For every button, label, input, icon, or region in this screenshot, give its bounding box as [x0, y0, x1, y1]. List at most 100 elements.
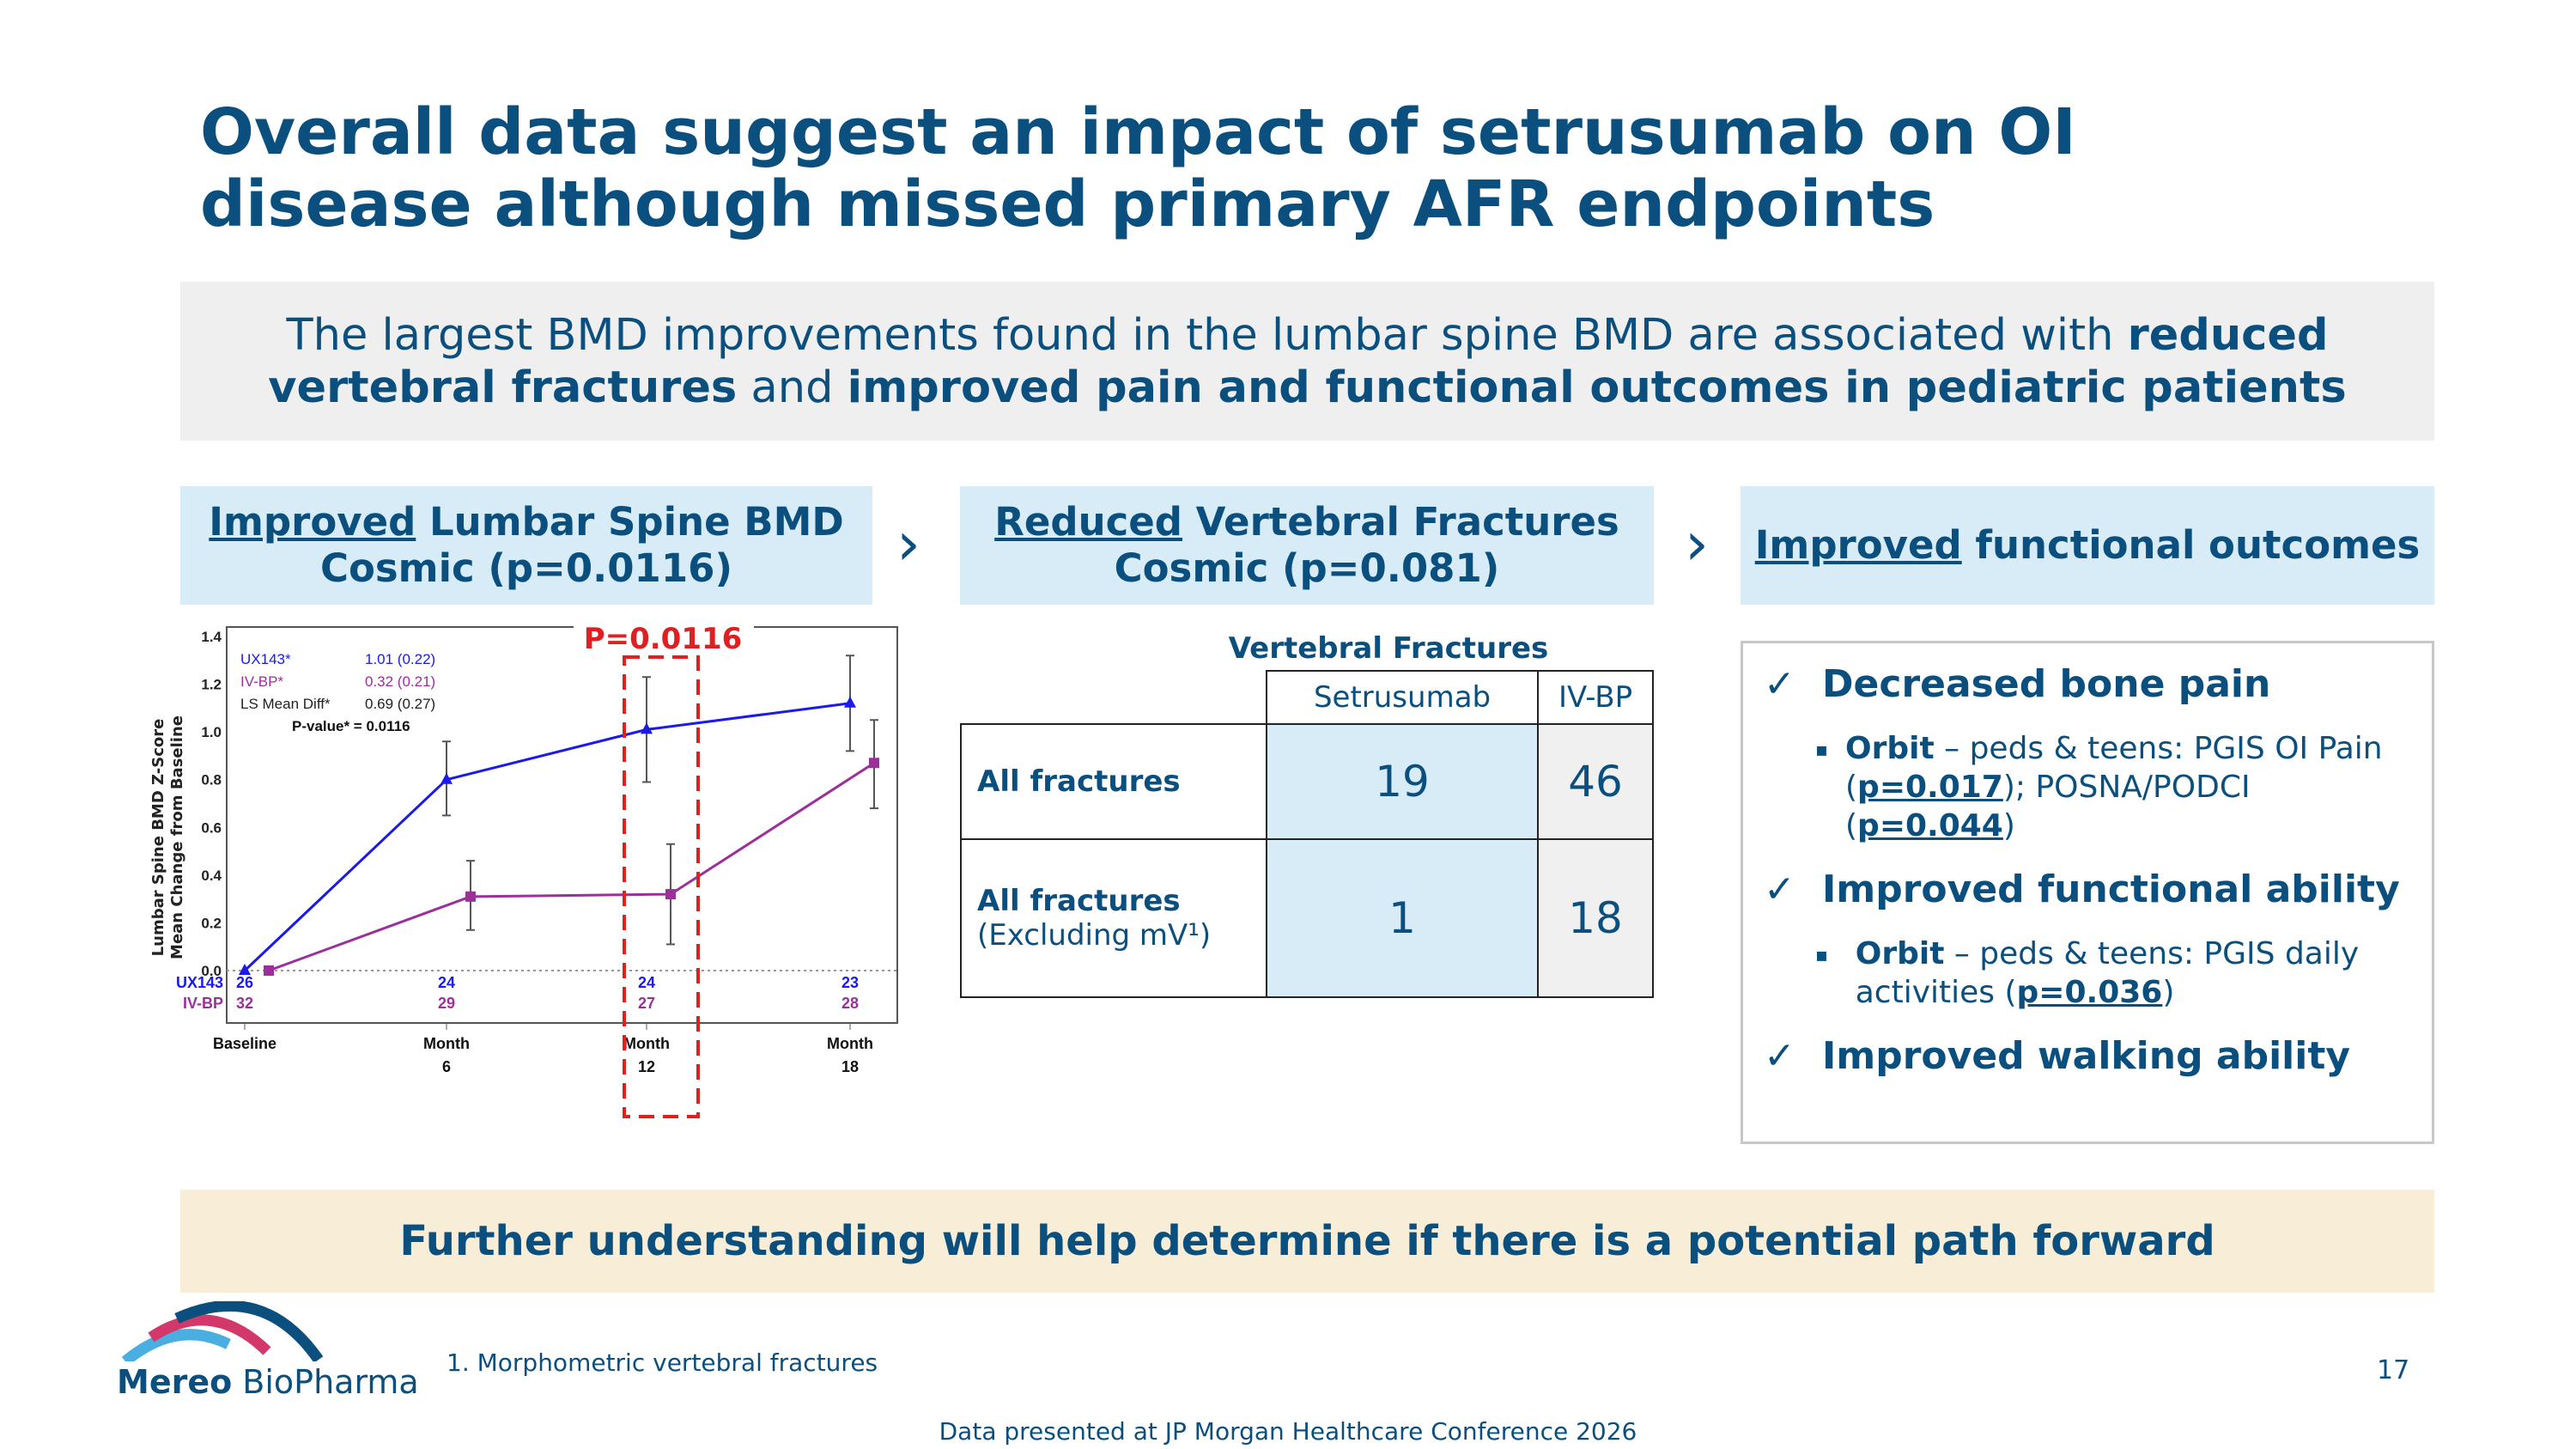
logo-arcs-icon [121, 1300, 324, 1367]
header-underlined: Improved [209, 499, 416, 545]
logo-rest: BioPharma [232, 1363, 419, 1401]
detail-text: – peds & teens: PGIS OI Pain ( [1845, 731, 2383, 805]
y-tick-label: 0.8 [201, 772, 222, 788]
n-row-label: UX143 [176, 974, 223, 991]
detail-bold: Orbit [1855, 936, 1945, 971]
detail-text: – peds & teens: PGIS daily activities ( [1855, 936, 2360, 1010]
data-point [440, 772, 453, 784]
slide-title: Overall data suggest an impact of setrus… [200, 96, 2076, 240]
fractures-table-title: Vertebral Fractures [1228, 631, 1549, 666]
row-label-text: All fractures [977, 884, 1181, 919]
outcome-item: ✓ Improved walking ability [1764, 1034, 2411, 1079]
summary-box: The largest BMD improvements found in th… [180, 282, 2434, 441]
table-row: All fractures 19 46 [960, 722, 1654, 841]
header-text: Vertebral Fractures [1182, 499, 1619, 545]
bullet-icon: ▪ [1815, 740, 1828, 761]
chevron-right-icon: › [896, 508, 920, 579]
data-point [239, 964, 251, 975]
cell-value: 1 [1265, 838, 1540, 998]
company-logo: Mereo BioPharma [117, 1300, 419, 1401]
outcome-text: Improved functional ability [1822, 868, 2400, 911]
summary-text-2: and [737, 362, 848, 413]
summary-bold-2: improved pain and functional outcomes in… [847, 362, 2347, 413]
legend-value: 0.69 (0.27) [365, 696, 435, 712]
table-corner [961, 671, 1267, 725]
bmd-line-chart: 0.0 0.2 0.4 0.6 0.8 1.0 1.2 1.4 Lumbar Spine BMD… [149, 623, 898, 1118]
data-point [465, 891, 476, 902]
highlight-label-bg [574, 623, 754, 652]
row-label-sub: (Excluding mV¹) [977, 918, 1212, 953]
title-line-1: Overall data suggest an impact of setrus… [200, 95, 2076, 169]
outcome-item: ✓ Decreased bone pain [1764, 662, 2411, 707]
fractures-table: Setrusumab IV-BP All fractures 19 46 All… [960, 670, 1654, 998]
outcomes-box: ✓ Decreased bone pain ▪ Orbit – peds & tee… [1741, 641, 2434, 1144]
header-underlined: Reduced [994, 499, 1183, 545]
x-tick-label: Month [423, 1035, 470, 1052]
x-tick-label: 18 [841, 1058, 859, 1075]
logo-bold: Mereo [117, 1363, 233, 1401]
x-tick-label: 12 [638, 1058, 655, 1075]
cell-value: 46 [1537, 722, 1654, 841]
n-count: 29 [438, 995, 455, 1012]
y-axis-label-line: Lumbar Spine BMD Z-Score [149, 719, 167, 957]
row-label: All fractures (Excluding mV¹) [960, 838, 1267, 998]
y-tick-label: 0.4 [201, 868, 222, 884]
highlight-box [623, 655, 700, 1118]
highlight-label: P=0.0116 [584, 623, 743, 656]
n-count: 28 [841, 995, 859, 1012]
outcome-detail: ▪ Orbit – peds & teens: PGIS daily activi… [1815, 935, 2411, 1012]
y-axis-label: Lumbar Spine BMD Z-ScoreMean Change from… [149, 715, 186, 959]
header-functional-outcomes: Improved functional outcomes [1741, 486, 2434, 605]
plot-frame [226, 626, 898, 1024]
outcome-item: ✓ Improved functional ability [1764, 868, 2411, 912]
n-row-label: IV-BP [183, 995, 223, 1012]
p-value: p=0.017 [1857, 770, 2003, 805]
legend-label: LS Mean Diff* [240, 696, 331, 712]
p-value: p=0.036 [2016, 975, 2163, 1010]
y-tick-label: 1.4 [201, 629, 222, 645]
page-number: 17 [2377, 1355, 2410, 1385]
n-count: 23 [841, 974, 859, 991]
row-label-text: All fractures [977, 764, 1181, 800]
table-row: All fractures (Excluding mV¹) 1 18 [960, 838, 1654, 998]
detail-text: ) [2002, 808, 2015, 843]
legend-value: 1.01 (0.22) [365, 651, 435, 667]
row-label: All fractures [960, 722, 1267, 841]
y-tick-label: 0.6 [201, 819, 222, 836]
header-line2: Cosmic (p=0.081) [1114, 545, 1500, 591]
header-lumbar-spine: Improved Lumbar Spine BMD Cosmic (p=0.011… [180, 486, 872, 605]
n-count: 24 [438, 974, 455, 991]
y-tick-label: 1.2 [201, 677, 222, 693]
column-header: Setrusumab [1265, 670, 1540, 725]
title-line-2: disease although missed primary AFR endp… [200, 167, 1935, 241]
check-icon: ✓ [1764, 662, 1795, 706]
table-header-row: Setrusumab IV-BP [961, 670, 1654, 725]
data-point [641, 722, 653, 734]
detail-bold: Orbit [1845, 731, 1935, 766]
y-tick-label: 0.0 [201, 963, 222, 979]
series-line-UX143 [243, 702, 851, 972]
check-icon: ✓ [1764, 868, 1795, 911]
legend-label: UX143* [240, 651, 291, 667]
bullet-icon: ▪ [1815, 945, 1828, 966]
summary-bold-1: reduced vertebral fractures [268, 309, 2329, 413]
header-text: functional outcomes [1961, 522, 2421, 568]
header-underlined: Improved [1754, 522, 1962, 568]
n-count: 24 [638, 974, 655, 991]
banner-text: Further understanding will help determin… [399, 1217, 2215, 1265]
x-tick-label: Baseline [213, 1035, 276, 1052]
header-vertebral-fractures: Reduced Vertebral Fractures Cosmic (p=0.0… [960, 486, 1654, 605]
y-tick-label: 1.0 [201, 724, 222, 740]
header-line2: Cosmic (p=0.0116) [319, 545, 733, 591]
data-point [869, 758, 879, 769]
summary-text-1: The largest BMD improvements found in th… [286, 309, 2128, 361]
outcome-detail: ▪ Orbit – peds & teens: PGIS OI Pain (p=0… [1815, 729, 2411, 845]
series-line-IV-BP [268, 762, 875, 972]
check-icon: ✓ [1764, 1034, 1795, 1078]
footnote: 1. Morphometric vertebral fractures [447, 1349, 878, 1377]
y-tick-label: 0.2 [201, 915, 222, 931]
outcome-text: Decreased bone pain [1822, 662, 2271, 706]
p-value-text: P-value* = 0.0116 [292, 718, 410, 734]
x-tick-label: Month [827, 1035, 873, 1052]
conclusion-banner: Further understanding will help determin… [180, 1190, 2434, 1293]
